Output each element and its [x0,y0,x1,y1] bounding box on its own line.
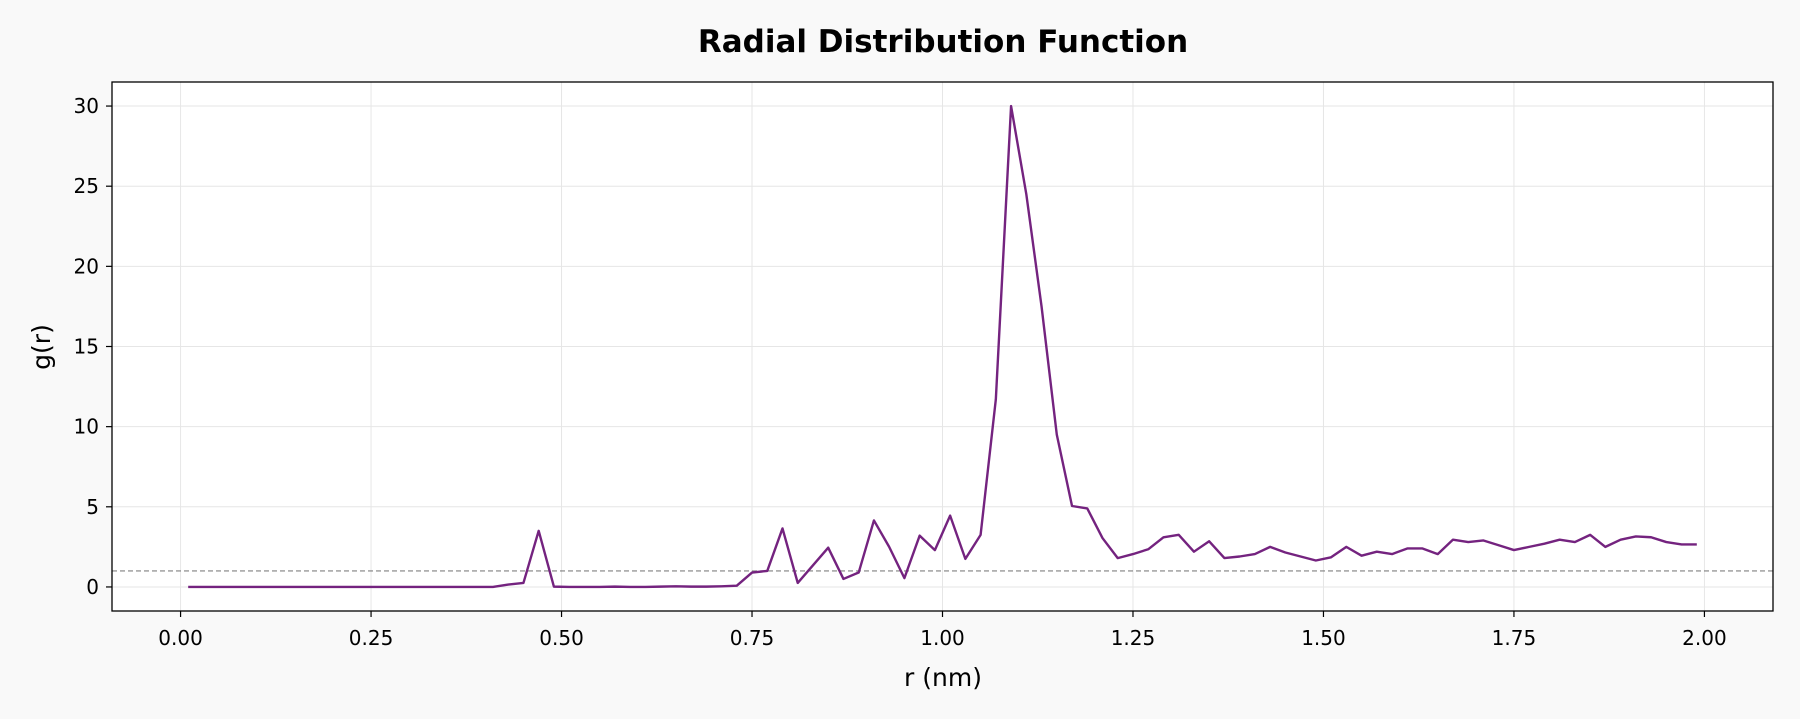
y-tick-label: 5 [86,495,99,519]
y-tick-label: 30 [74,94,99,118]
x-tick-label: 1.00 [920,626,965,650]
y-tick-label: 20 [74,254,99,278]
y-axis-label: g(r) [27,324,56,370]
x-tick-label: 0.50 [539,626,584,650]
y-tick-label: 0 [86,575,99,599]
x-tick-label: 0.00 [158,626,203,650]
y-ticks: 0 5 10 15 20 25 30 [74,94,112,599]
x-tick-label: 1.75 [1492,626,1537,650]
chart-title: Radial Distribution Function [698,24,1188,60]
grid-lines [112,82,1773,611]
series-line [188,104,1697,589]
y-tick-label: 25 [74,174,99,198]
x-tick-label: 2.00 [1682,626,1727,650]
x-axis-label: r (nm) [904,663,982,692]
x-tick-label: 0.25 [349,626,394,650]
series-group [188,104,1697,589]
x-tick-label: 1.50 [1301,626,1346,650]
x-tick-label: 0.75 [730,626,775,650]
x-tick-label: 1.25 [1111,626,1156,650]
y-tick-label: 10 [74,415,99,439]
x-ticks: 0.00 0.25 0.50 0.75 1.00 1.25 1.50 1.75 2.00 [158,611,1727,650]
y-tick-label: 15 [74,335,99,359]
